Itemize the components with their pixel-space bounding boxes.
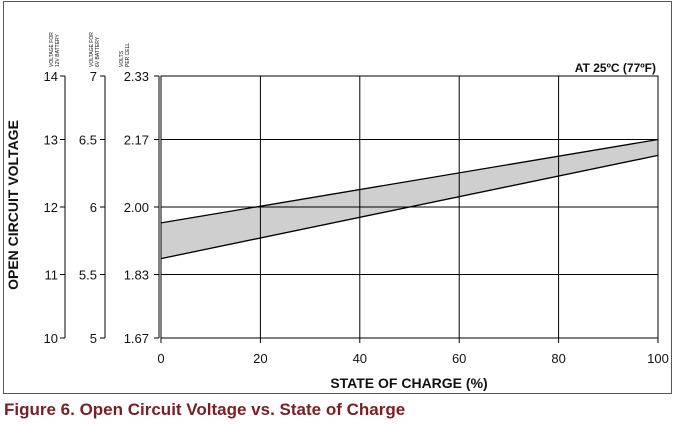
y-axis-header-line1: VOLTAGE FOR: [89, 32, 95, 67]
y-tick-label: 6: [90, 200, 97, 215]
y-tick-label: 14: [44, 69, 58, 84]
x-tick-label: 40: [353, 351, 367, 366]
y-tick-label: 1.83: [124, 267, 149, 282]
upper-limit-line: [160, 138, 659, 224]
x-axis: 0 20 40 60 80 100: [157, 338, 669, 366]
x-axis-title: STATE OF CHARGE (%): [330, 375, 487, 391]
grid: [161, 76, 658, 338]
y-tick-label: 2.33: [124, 69, 149, 84]
y-tick-label: 1.67: [124, 331, 149, 346]
y-axis-1: 14 13 12 11 10 VOLTAGE FOR 12V BATTERY: [44, 32, 66, 346]
y-tick-label: 6.5: [79, 133, 97, 148]
y-tick-label: 10: [44, 331, 58, 346]
y-axis-title: OPEN CIRCUIT VOLTAGE: [5, 120, 21, 290]
y-tick-label: 2.17: [124, 133, 149, 148]
plot-area-border: [160, 75, 659, 339]
x-tick-label: 60: [452, 351, 466, 366]
x-tick-label: 0: [157, 351, 164, 366]
y-tick-label: 5: [90, 331, 97, 346]
y-axis-2: 7 6.5 6 5.5 5 VOLTAGE FOR 6V BATTERY: [79, 32, 106, 346]
figure-frame: [3, 1, 672, 394]
figure-caption: Figure 6. Open Circuit Voltage vs. State…: [4, 400, 406, 419]
temperature-annotation: AT 25ºC (77ºF): [575, 61, 656, 75]
y-axis-header-line1: VOLTAGE FOR: [49, 32, 55, 67]
y-tick-label: 11: [45, 267, 59, 282]
lower-limit-line: [160, 154, 659, 260]
y-tick-label: 13: [44, 133, 58, 148]
y-axis-header-line1: VOLTS: [119, 50, 125, 67]
x-tick-label: 20: [253, 351, 267, 366]
x-tick-label: 100: [647, 351, 669, 366]
voltage-band-area: [161, 139, 658, 259]
y-axis-header-line2: 6V BATTERY: [95, 36, 101, 67]
y-tick-label: 2.00: [124, 200, 149, 215]
y-tick-label: 7: [90, 69, 97, 84]
y-axis-header-line2: PER CELL: [125, 43, 131, 67]
y-axis-header-line2: 12V BATTERY: [55, 33, 61, 67]
y-tick-label: 12: [44, 200, 58, 215]
y-tick-label: 5.5: [79, 267, 97, 282]
y-axis-3: 2.33 2.17 2.00 1.83 1.67 VOLTS PER CELL: [119, 43, 160, 346]
x-tick-label: 80: [551, 351, 565, 366]
series-lines: [160, 138, 659, 260]
